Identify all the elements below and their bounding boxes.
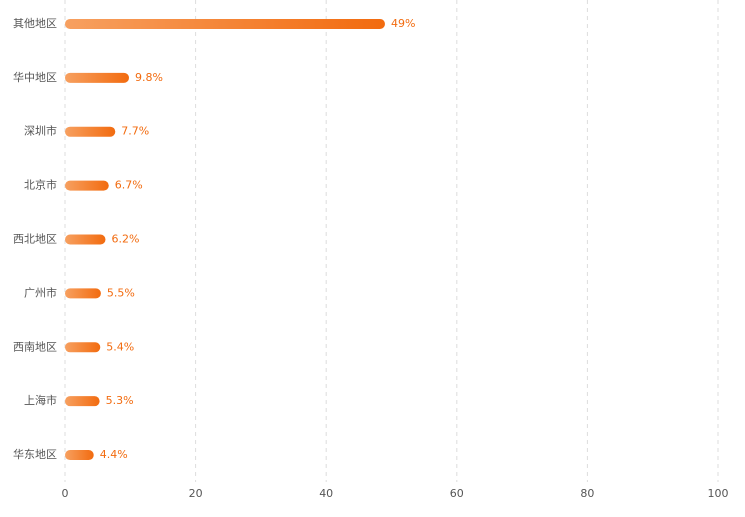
bar [65,288,101,299]
bar [65,450,94,461]
y-tick-label: 其他地区 [13,17,57,30]
value-label: 7.7% [121,125,149,138]
value-label: 6.2% [111,233,139,246]
y-tick-label: 北京市 [24,178,57,192]
x-tick-label: 20 [189,487,203,500]
y-tick-label: 华中地区 [13,70,57,84]
x-tick-label: 0 [62,487,69,500]
x-tick-label: 80 [580,487,594,500]
value-label: 6.7% [115,179,143,192]
value-label: 5.5% [107,286,135,299]
value-label: 4.4% [100,448,128,461]
x-tick-label: 60 [450,487,464,500]
bar [65,396,100,407]
bar [65,18,385,29]
value-label: 49% [391,17,415,30]
bar [65,342,101,353]
bar [65,72,129,83]
y-tick-label: 广州市 [24,285,57,299]
y-tick-label: 华东地区 [13,447,57,461]
bar [65,126,116,137]
y-tick-label: 西南地区 [13,340,57,353]
bar [65,180,109,191]
x-tick-label: 40 [319,487,333,500]
y-tick-label: 深圳市 [24,124,57,138]
y-tick-label: 上海市 [24,393,57,407]
value-label: 5.3% [106,394,134,407]
x-tick-label: 100 [708,487,729,500]
bar [65,234,106,245]
value-label: 5.4% [106,340,134,353]
value-label: 9.8% [135,71,163,84]
y-tick-label: 西北地区 [13,233,57,246]
